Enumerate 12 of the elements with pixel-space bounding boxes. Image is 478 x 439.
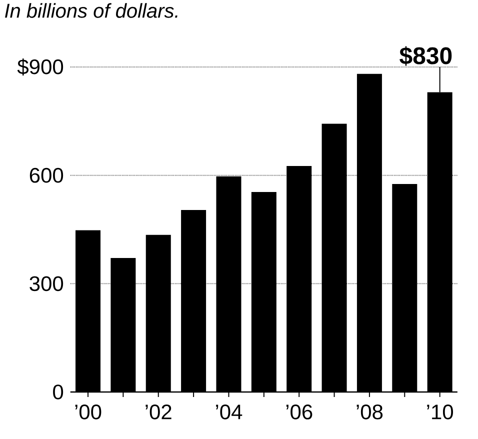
- x-tick-label: ’04: [216, 404, 242, 420]
- x-tick-label: ’06: [286, 404, 312, 420]
- x-tick-label: ’02: [146, 404, 172, 420]
- x-tick-label: ’00: [75, 404, 102, 420]
- y-tick-label: 300: [30, 276, 64, 292]
- x-tick-label: ’10: [427, 404, 454, 420]
- x-tick-label: ’08: [356, 404, 383, 420]
- y-tick-label: 0: [53, 384, 64, 400]
- y-tick-label: 600: [30, 168, 64, 183]
- chart-subtitle: In billions of dollars.: [4, 3, 178, 18]
- annotation: $830: [400, 46, 452, 66]
- y-tick-label: $900: [17, 58, 64, 76]
